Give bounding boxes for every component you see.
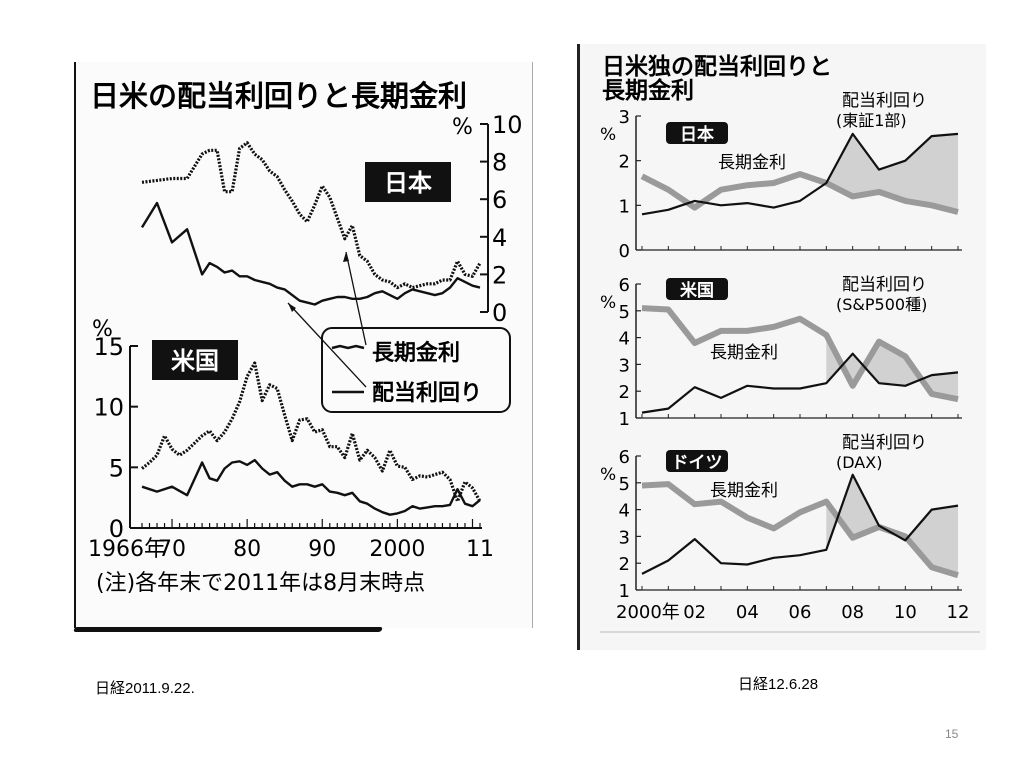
us-y-unit: % (92, 317, 113, 342)
germany-y-tick-label: 3 (619, 527, 630, 548)
us-panel-label: 米国 (171, 347, 219, 375)
left-chart-note: (注)各年末で2011年は8月末時点 (96, 571, 425, 596)
us-long-rate-line (141, 361, 482, 503)
japan-dividend-line (641, 132, 959, 216)
us-dividend-sublabel: (S&P500種) (836, 295, 927, 314)
us-y-axis: 0 5 10 15% (92, 317, 138, 543)
us-y-tick-label: 10 (93, 394, 124, 422)
us-label-box (152, 340, 238, 380)
us-y-tick-label: 4 (619, 329, 630, 350)
legend-dividend-label: 配当利回り (372, 381, 482, 406)
japan-y-unit: % (600, 125, 616, 145)
germany-y-tick-label: 5 (619, 474, 630, 495)
us-y-tick-label: 1 (619, 409, 630, 430)
pointer-arrow-long-rate (345, 251, 367, 346)
legend-long-rate-label: 長期金利 (372, 340, 460, 366)
left-x-tick-label: 2000 (369, 537, 425, 562)
right-x-tick-label: 08 (841, 602, 864, 623)
right-x-tick-label: 02 (683, 602, 706, 623)
us-y-tick-label: 0 (109, 515, 124, 543)
japan-y-tick-label: 4 (492, 224, 507, 252)
germany-label-box (666, 450, 728, 472)
us-y-tick-label: 3 (619, 355, 630, 376)
us-y-unit: % (600, 293, 616, 313)
japan-label-box (365, 162, 451, 202)
legend-long-rate-swatch (331, 344, 365, 350)
right-chart-panel: 日米独の配当利回りと 長期金利 0 1 2 3% 日本 長期金利 配当利回り (東証1部) 1 2… (577, 44, 986, 650)
decorative-stroke (73, 627, 383, 632)
us-dividend-line (141, 458, 481, 516)
pointer-arrow-dividend (287, 302, 367, 388)
caption-right: 日経12.6.28 (738, 676, 819, 693)
us-panel-label: 米国 (680, 280, 714, 301)
germany-dividend-line (641, 473, 959, 575)
germany-long-rate-label: 長期金利 (710, 481, 778, 501)
right-x-tick-label: 04 (736, 602, 759, 623)
germany-dividend-label: 配当利回り (842, 433, 927, 453)
germany-dividend-sublabel: (DAX) (836, 453, 882, 472)
japan-y-tick-label: 8 (492, 149, 507, 177)
japan-panel-label: 日本 (384, 169, 432, 197)
japan-dividend-line (140, 201, 481, 306)
germany-y-tick-label: 6 (619, 447, 630, 468)
left-legend-box (321, 327, 511, 413)
us-long-rate-line (641, 305, 959, 403)
page-number: 15 (945, 727, 959, 741)
us-y-tick-label: 15 (93, 333, 124, 361)
germany-y-unit: % (600, 465, 616, 485)
us-y-tick-label: 2 (619, 382, 630, 403)
japan-long-rate-line (640, 171, 959, 215)
left-x-tick-label: 1966年 (88, 537, 166, 562)
japan-y-tick-label: 0 (492, 299, 507, 327)
us-long-rate-label: 長期金利 (710, 343, 778, 363)
left-x-tick-label: 11 (466, 537, 494, 562)
japan-y-tick-label: 3 (619, 107, 630, 128)
us-dividend-line (641, 352, 959, 414)
left-x-tick-label: 70 (158, 537, 186, 562)
germany-panel-label: ドイツ (672, 453, 723, 473)
right-x-tick-label: 06 (789, 602, 812, 623)
left-series-group (140, 141, 482, 516)
japan-y-tick-label: 2 (492, 261, 507, 289)
left-x-tick-label: 80 (233, 537, 261, 562)
left-chart-title: 日米の配当利回りと長期金利 (90, 79, 467, 113)
japan-y-tick-label: 0 (619, 241, 630, 262)
japan-y-tick-label: 6 (492, 186, 507, 214)
japan-y-unit: % (452, 115, 473, 140)
japan-y-tick-label: 1 (619, 196, 630, 217)
japan-y-tick-label: 10 (492, 111, 523, 139)
right-chart-title-line1: 日米独の配当利回りと (602, 54, 832, 80)
germany-y-tick-label: 2 (619, 554, 630, 575)
germany-long-rate-line (641, 481, 959, 579)
left-chart-panel: 日米の配当利回りと長期金利 0 2 4 6 8 10% 0 5 10 15% 1966年 70 80… (74, 62, 533, 628)
japan-label-box (666, 122, 728, 144)
caption-left: 日経2011.9.22. (95, 680, 195, 697)
germany-y-tick-label: 1 (619, 581, 630, 602)
pointer-arrowhead-dividend (288, 303, 296, 312)
japan-dividend-sublabel: (東証1部) (836, 111, 907, 130)
right-chart-title-line2: 長期金利 (602, 77, 694, 104)
right-x-tick-label: 2000年 (616, 602, 680, 623)
right-x-tick-label: 12 (947, 602, 970, 623)
japan-long-rate-label: 長期金利 (718, 153, 786, 173)
japan-dividend-label: 配当利回り (842, 91, 927, 111)
germany-y-tick-label: 4 (619, 501, 630, 522)
us-label-box (666, 278, 728, 300)
us-dividend-label: 配当利回り (842, 275, 927, 295)
left-x-tick-label: 90 (308, 537, 336, 562)
japan-y-axis: 0 2 4 6 8 10% (452, 111, 523, 327)
right-x-tick-label: 10 (894, 602, 917, 623)
germany-gap-shading (826, 474, 958, 576)
us-y-tick-label: 5 (109, 454, 124, 482)
japan-panel-label: 日本 (680, 124, 714, 145)
japan-y-tick-label: 2 (619, 152, 630, 173)
us-y-tick-label: 5 (619, 302, 630, 323)
us-y-tick-label: 6 (619, 275, 630, 296)
pointer-arrowhead-long-rate (343, 252, 349, 262)
